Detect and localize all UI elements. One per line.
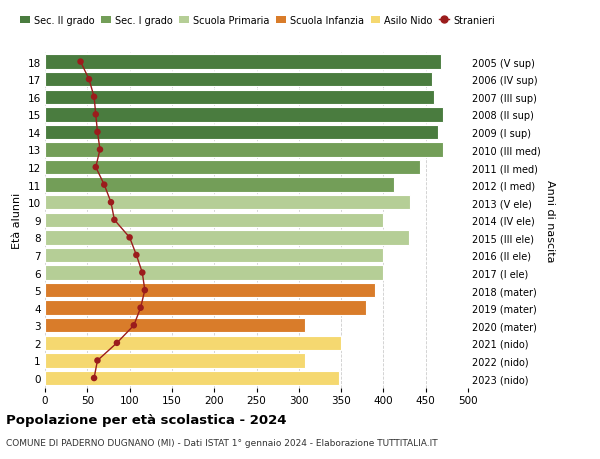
Bar	[45, 125, 439, 140]
Bar	[45, 143, 443, 157]
Y-axis label: Anni di nascita: Anni di nascita	[545, 179, 555, 262]
Point	[110, 217, 119, 224]
Point	[95, 146, 105, 154]
Y-axis label: Età alunni: Età alunni	[12, 192, 22, 248]
Bar	[45, 248, 383, 263]
Point	[125, 234, 134, 241]
Legend: Sec. II grado, Sec. I grado, Scuola Primaria, Scuola Infanzia, Asilo Nido, Stran: Sec. II grado, Sec. I grado, Scuola Prim…	[20, 16, 495, 26]
Point	[89, 375, 99, 382]
Bar	[45, 108, 443, 122]
Bar	[45, 319, 305, 333]
Point	[100, 182, 109, 189]
Point	[136, 304, 145, 312]
Bar	[45, 353, 305, 368]
Bar	[45, 161, 420, 175]
Bar	[45, 336, 341, 350]
Point	[131, 252, 141, 259]
Point	[140, 287, 149, 294]
Point	[91, 164, 101, 171]
Point	[129, 322, 139, 329]
Point	[92, 129, 102, 136]
Bar	[45, 283, 375, 298]
Bar	[45, 301, 367, 315]
Point	[106, 199, 116, 207]
Text: COMUNE DI PADERNO DUGNANO (MI) - Dati ISTAT 1° gennaio 2024 - Elaborazione TUTTI: COMUNE DI PADERNO DUGNANO (MI) - Dati IS…	[6, 438, 437, 448]
Point	[89, 94, 99, 101]
Point	[84, 76, 94, 84]
Bar	[45, 196, 410, 210]
Bar	[45, 55, 441, 70]
Bar	[45, 213, 383, 228]
Point	[91, 112, 101, 119]
Point	[76, 59, 85, 66]
Point	[137, 269, 147, 277]
Text: Popolazione per età scolastica - 2024: Popolazione per età scolastica - 2024	[6, 413, 287, 426]
Bar	[45, 73, 433, 87]
Bar	[45, 178, 394, 192]
Bar	[45, 266, 383, 280]
Bar	[45, 371, 340, 386]
Bar	[45, 231, 409, 245]
Point	[92, 357, 102, 364]
Bar	[45, 90, 434, 105]
Point	[112, 340, 122, 347]
